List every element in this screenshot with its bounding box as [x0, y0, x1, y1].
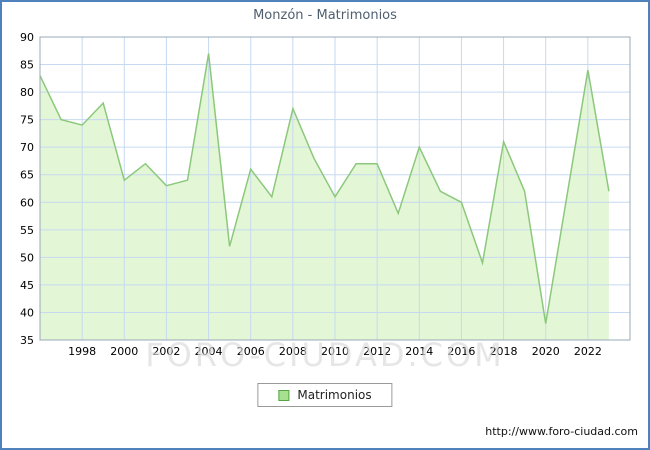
svg-text:2008: 2008: [279, 345, 307, 358]
svg-text:40: 40: [20, 306, 34, 319]
svg-text:65: 65: [20, 169, 34, 182]
legend-label: Matrimonios: [297, 388, 372, 402]
svg-text:70: 70: [20, 141, 34, 154]
svg-text:2014: 2014: [405, 345, 433, 358]
svg-text:2022: 2022: [574, 345, 602, 358]
svg-text:1998: 1998: [68, 345, 96, 358]
svg-text:55: 55: [20, 224, 34, 237]
svg-text:2002: 2002: [152, 345, 180, 358]
svg-text:60: 60: [20, 196, 34, 209]
svg-text:50: 50: [20, 251, 34, 264]
svg-text:2012: 2012: [363, 345, 391, 358]
svg-text:35: 35: [20, 334, 34, 347]
svg-text:85: 85: [20, 59, 34, 72]
svg-text:2020: 2020: [532, 345, 560, 358]
svg-text:2010: 2010: [321, 345, 349, 358]
svg-text:2006: 2006: [237, 345, 265, 358]
svg-text:2018: 2018: [490, 345, 518, 358]
svg-text:80: 80: [20, 86, 34, 99]
svg-text:45: 45: [20, 279, 34, 292]
svg-text:90: 90: [20, 31, 34, 44]
legend-swatch-icon: [278, 389, 290, 401]
legend: Matrimonios: [257, 383, 393, 407]
svg-text:2016: 2016: [447, 345, 475, 358]
footer-url: http://www.foro-ciudad.com: [485, 425, 638, 438]
svg-text:75: 75: [20, 114, 34, 127]
svg-text:2004: 2004: [195, 345, 223, 358]
svg-text:2000: 2000: [110, 345, 138, 358]
chart-title: Monzón - Matrimonios: [253, 8, 397, 23]
